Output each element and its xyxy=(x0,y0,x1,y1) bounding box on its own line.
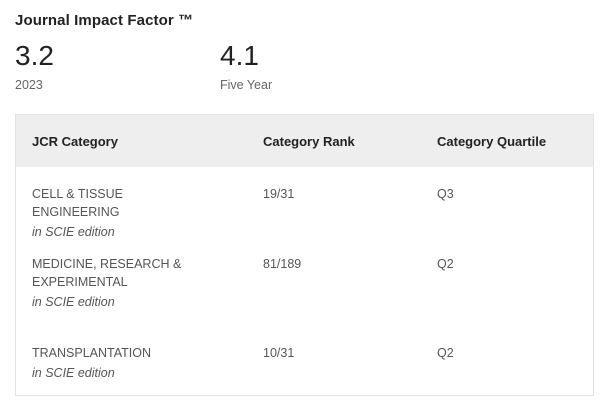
category-cell: CELL & TISSUE ENGINEERING in SCIE editio… xyxy=(32,185,212,241)
rank-cell: 19/31 xyxy=(263,187,295,201)
category-edition: in SCIE edition xyxy=(32,295,115,309)
category-name: CELL & TISSUE ENGINEERING xyxy=(32,187,124,219)
rank-cell: 10/31 xyxy=(263,346,295,360)
header-category-quartile: Category Quartile xyxy=(437,134,547,149)
impact-factor-metric: 3.2 2023 xyxy=(15,40,54,92)
header-category-rank: Category Rank xyxy=(263,134,355,149)
category-name: TRANSPLANTATION xyxy=(32,346,151,360)
table-header: JCR Category Category Rank Category Quar… xyxy=(16,115,593,167)
page-title: Journal Impact Factor ™ xyxy=(15,12,194,29)
five-year-metric: 4.1 Five Year xyxy=(220,40,272,92)
category-cell: TRANSPLANTATION in SCIE edition xyxy=(32,344,212,382)
quartile-cell: Q3 xyxy=(437,187,454,201)
quartile-cell: Q2 xyxy=(437,346,454,360)
header-jcr-category: JCR Category xyxy=(32,134,118,149)
impact-factor-year: 2023 xyxy=(15,78,43,92)
jcr-category-table: JCR Category Category Rank Category Quar… xyxy=(15,114,594,396)
category-edition: in SCIE edition xyxy=(32,225,115,239)
impact-factor-value: 3.2 xyxy=(15,40,54,71)
quartile-cell: Q2 xyxy=(437,257,454,271)
rank-cell: 81/189 xyxy=(263,257,302,271)
five-year-label: Five Year xyxy=(220,78,273,92)
category-name: MEDICINE, RESEARCH & EXPERIMENTAL xyxy=(32,257,182,289)
category-cell: MEDICINE, RESEARCH & EXPERIMENTAL in SCI… xyxy=(32,255,212,311)
five-year-value: 4.1 xyxy=(220,40,259,71)
category-edition: in SCIE edition xyxy=(32,366,115,380)
